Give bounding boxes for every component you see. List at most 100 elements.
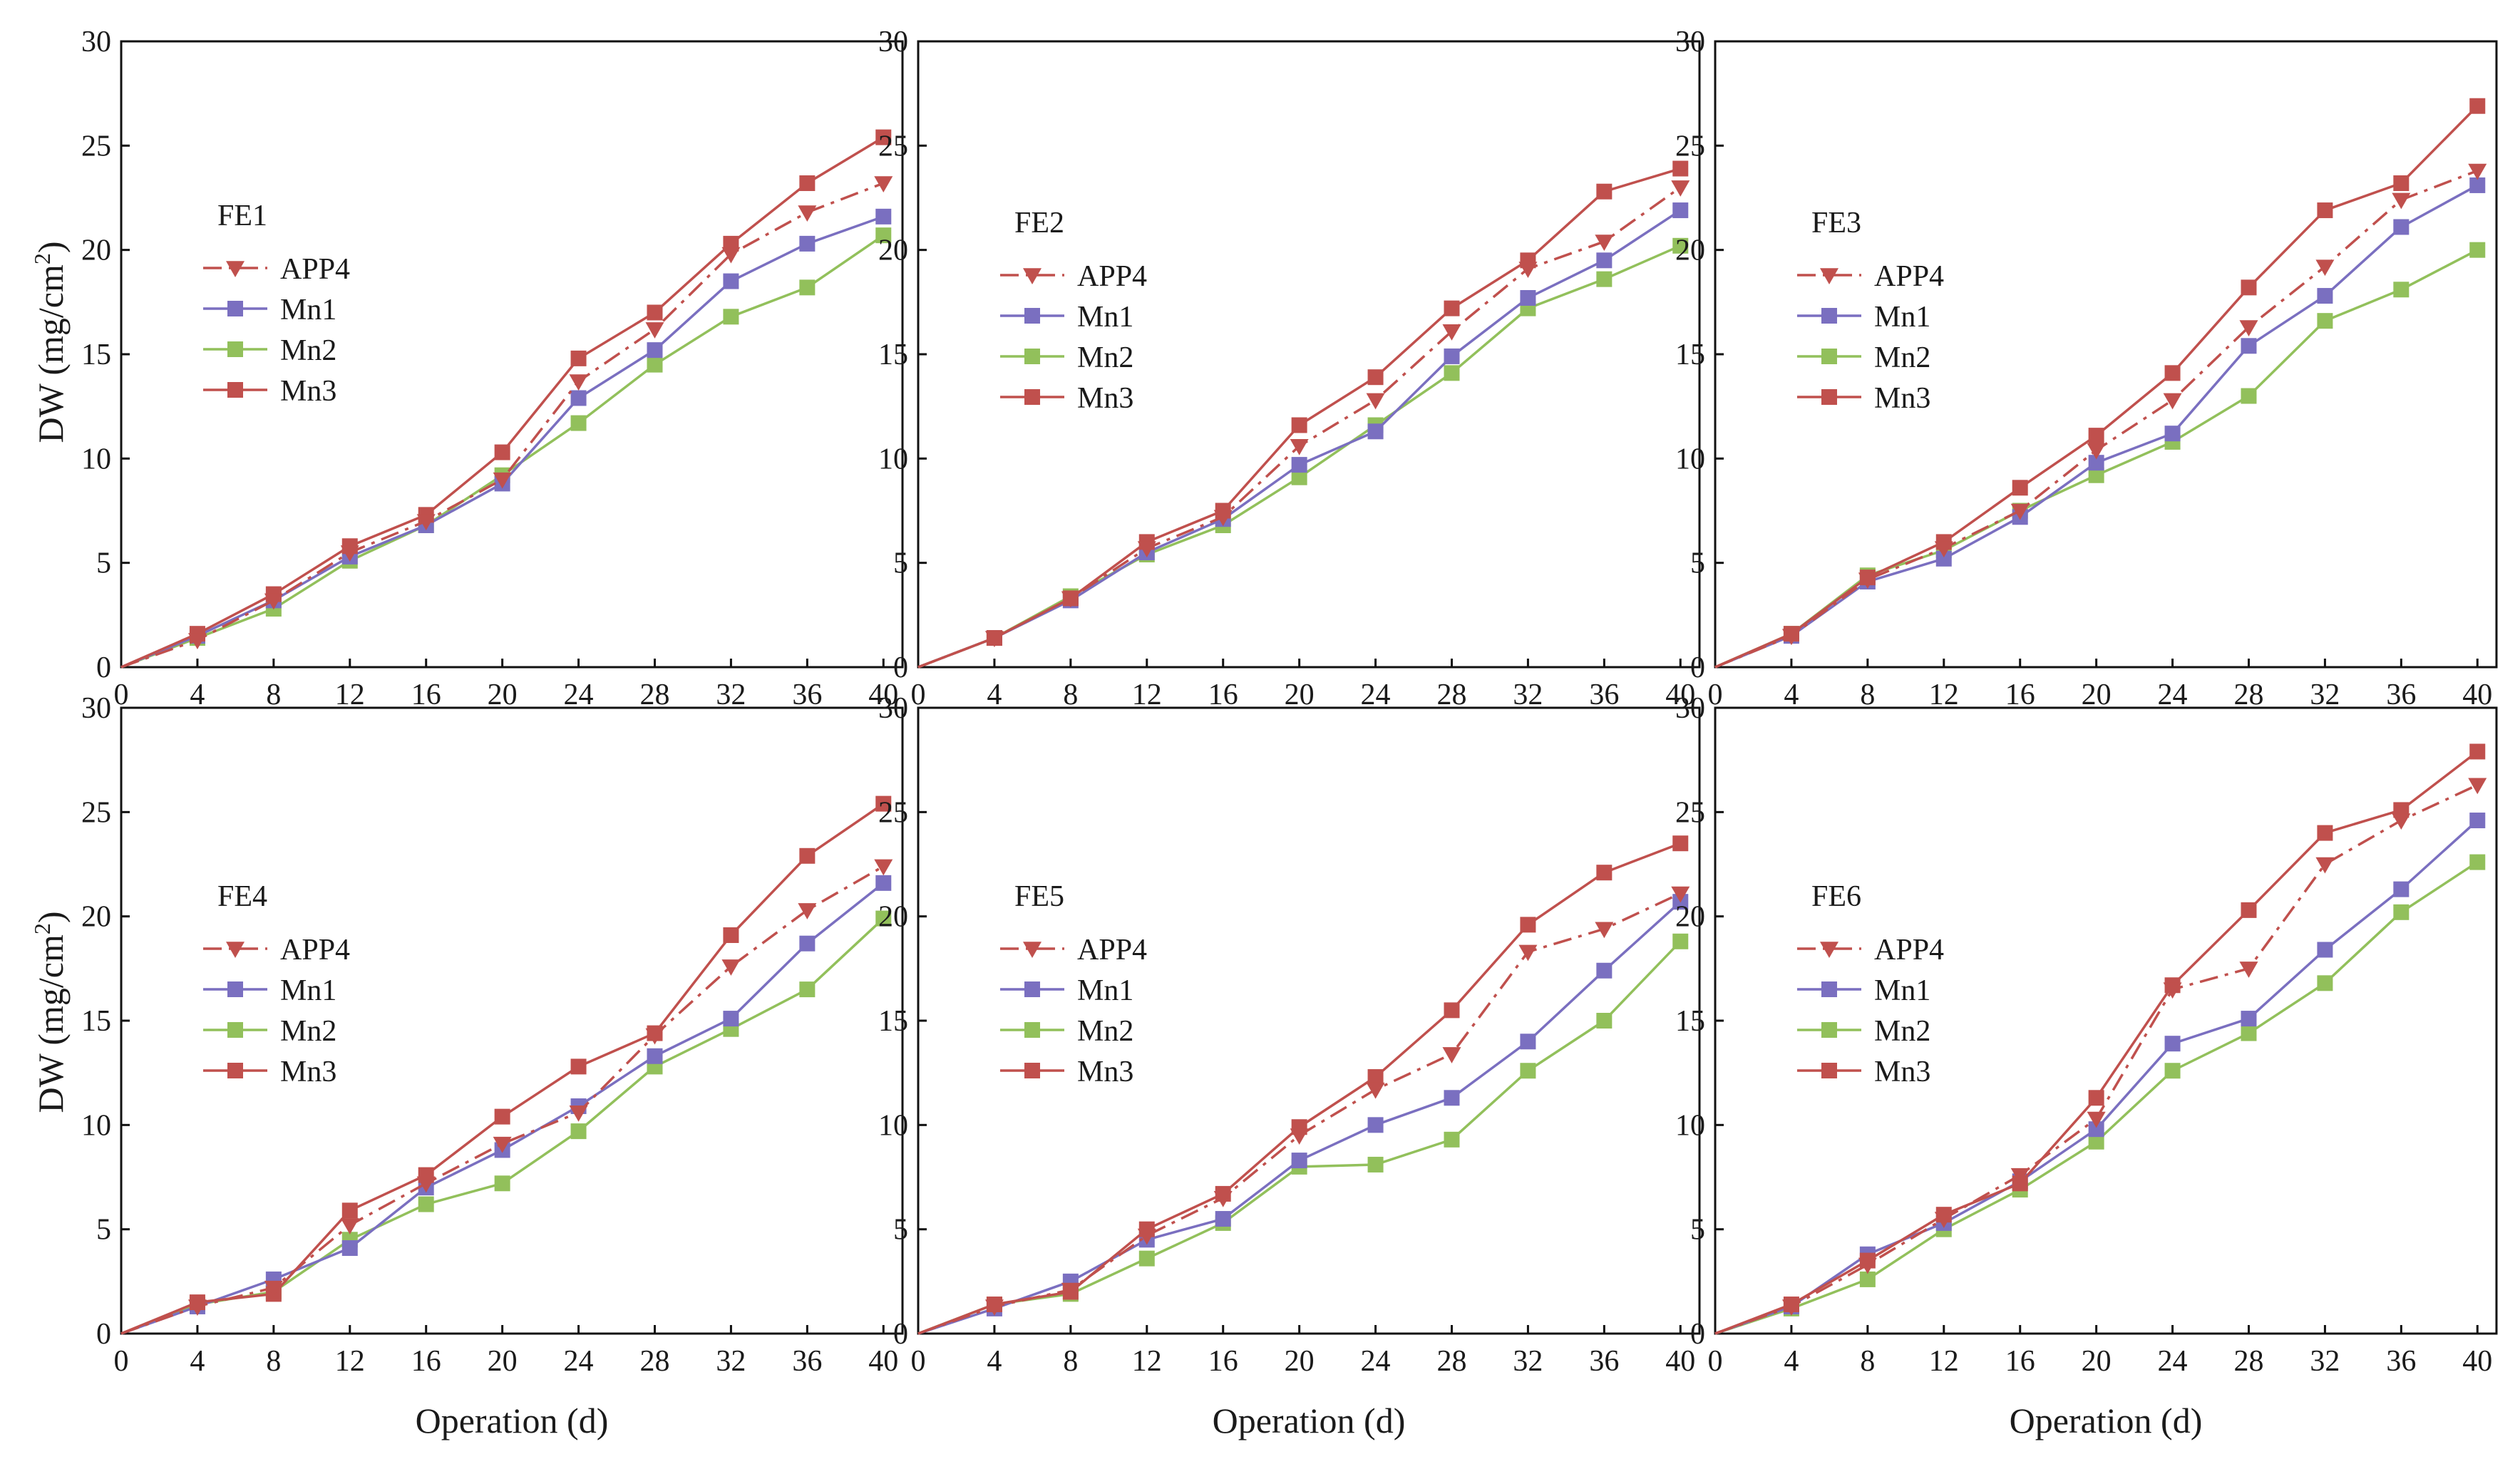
series-mn3-marker-7	[1444, 300, 1460, 316]
series-mn2-marker-10	[875, 227, 892, 244]
x-tick-label: 8	[266, 679, 281, 711]
series-app4-marker-3	[340, 545, 359, 562]
chart-panels: 0 4 8 12 16 20 24 28 32 36 40051015202530FE1APP4Mn…	[81, 26, 2498, 1378]
series-app4-marker-3	[1137, 541, 1156, 558]
legend-label: APP4	[280, 934, 350, 967]
series-app4-marker-6	[569, 374, 588, 391]
legend-item-mn2: Mn2	[203, 1015, 336, 1048]
y-tick-label: 20	[878, 901, 908, 934]
x-tick-label: 12	[335, 679, 365, 711]
legend-mn3-marker-0	[227, 1063, 243, 1078]
series-app4-marker-9	[2392, 813, 2411, 830]
series-mn2-marker-4	[418, 1196, 434, 1212]
series-mn2-marker-7	[647, 356, 663, 373]
x-tick-label: 20	[1285, 1345, 1315, 1378]
x-tick-label: 32	[1513, 1345, 1543, 1378]
x-tick-label: 16	[1208, 679, 1238, 711]
legend-label: APP4	[1077, 934, 1147, 967]
x-tick-label: 24	[564, 679, 594, 711]
x-tick-label: 20	[2082, 679, 2112, 711]
legend-item-app4: APP4	[1000, 260, 1147, 293]
series-app4-marker-6	[1366, 1082, 1385, 1099]
legend-mn3-marker-0	[227, 382, 243, 398]
series-mn1-marker-7	[647, 1048, 663, 1064]
series-mn1-marker-6	[570, 390, 587, 406]
legend-item-mn2: Mn2	[1797, 1015, 1930, 1048]
panel-fe4-series-app4	[120, 859, 893, 1335]
panel-fe5-title: FE5	[1014, 880, 1064, 913]
series-mn2-marker-9	[799, 981, 816, 998]
series-app4-marker-1	[1781, 629, 1801, 646]
y-tick-label: 5	[96, 547, 111, 580]
legend-label: Mn2	[1077, 341, 1133, 374]
series-mn1-marker-8	[1520, 289, 1536, 306]
series-mn2-marker-10	[1672, 237, 1689, 254]
series-app4-marker-5	[2087, 1111, 2106, 1128]
legend-label: Mn3	[1874, 1056, 1930, 1088]
series-mn3-marker-5	[1291, 417, 1307, 433]
series-app4-marker-4	[1213, 1191, 1233, 1207]
series-app4-marker-9	[1595, 234, 1614, 251]
panel-fe2-series-app4	[917, 180, 1690, 669]
series-mn2-marker-9	[1596, 1013, 1613, 1029]
series-mn3-marker-5	[494, 1108, 510, 1125]
legend-label: Mn2	[280, 1015, 336, 1048]
x-tick-label: 20	[488, 679, 518, 711]
series-mn2-marker-5	[1291, 469, 1307, 485]
x-tick-label: 36	[1589, 679, 1619, 711]
x-tick-label: 16	[2005, 679, 2035, 711]
series-mn1-marker-6	[2164, 426, 2181, 442]
x-tick-label: 40	[1665, 679, 1695, 711]
y-tick-label: 25	[81, 130, 111, 163]
series-app4-marker-1	[1781, 1299, 1801, 1316]
x-tick-label: 32	[716, 1345, 746, 1378]
y-tick-label: 0	[1690, 651, 1705, 684]
y-tick-label: 0	[893, 1318, 908, 1351]
y-tick-label: 10	[1675, 443, 1705, 475]
series-mn2-marker-2	[1859, 1271, 1876, 1287]
series-mn1-marker-8	[2317, 942, 2333, 958]
x-tick-label: 40	[2462, 1345, 2492, 1378]
x-tick-label: 20	[2082, 1345, 2112, 1378]
series-mn3-marker-10	[875, 129, 892, 145]
y-tick-label: 30	[878, 26, 908, 58]
x-tick-label: 12	[1929, 1345, 1959, 1378]
series-mn2-marker-3	[1138, 1250, 1155, 1267]
series-app4-marker-6	[2163, 393, 2182, 410]
legend-label: Mn2	[280, 334, 336, 367]
y-tick-label: 20	[878, 234, 908, 267]
series-mn3-marker-9	[2393, 175, 2410, 192]
y-tick-label: 15	[81, 339, 111, 371]
legend-app4-marker-0	[1023, 942, 1042, 958]
series-app4-marker-6	[2163, 982, 2182, 999]
y-axis-titles: DW (mg/cm2) DW (mg/cm2)	[29, 241, 71, 1113]
x-tick-label: 28	[639, 679, 669, 711]
legend-mn3-marker-0	[1024, 1063, 1040, 1078]
x-tick-label: 8	[1063, 679, 1078, 711]
legend-item-mn3: Mn3	[203, 375, 336, 408]
series-mn2-marker-9	[2393, 904, 2410, 920]
panel-fe2-legend: FE2 APP4 Mn1 Mn2 Mn3	[1000, 207, 1147, 415]
series-app4-marker-1	[187, 633, 207, 649]
series-mn1-marker-9	[2393, 219, 2410, 235]
legend-app4-marker-0	[1820, 268, 1838, 284]
y-axis-title-top: DW (mg/cm2)	[29, 241, 71, 443]
legend-mn2-marker-0	[1821, 349, 1837, 364]
legend-label: APP4	[1077, 260, 1147, 293]
series-mn3-marker-6	[1367, 369, 1384, 386]
series-mn2-marker-5	[2088, 1133, 2104, 1150]
series-app4-marker-10	[1671, 180, 1690, 197]
legend-item-mn2: Mn2	[1000, 1015, 1133, 1048]
legend-item-mn3: Mn3	[1797, 1056, 1930, 1088]
x-tick-label: 4	[987, 679, 1002, 711]
legend-label: Mn1	[1874, 301, 1930, 334]
y-tick-label: 25	[1675, 796, 1705, 829]
series-mn2-marker-10	[2469, 242, 2486, 258]
series-app4-marker-2	[264, 593, 283, 610]
series-app4-marker-8	[1518, 944, 1538, 962]
series-mn3-marker-9	[1596, 865, 1613, 881]
series-mn1-marker-10	[1672, 202, 1689, 219]
panel-fe4-ticks: 0 4 8 12 16 20 24 28 32 36 40 0 5 10 15 20 25 30	[81, 692, 898, 1378]
series-app4-marker-10	[2468, 778, 2487, 795]
series-mn3-marker-4	[2012, 480, 2028, 496]
